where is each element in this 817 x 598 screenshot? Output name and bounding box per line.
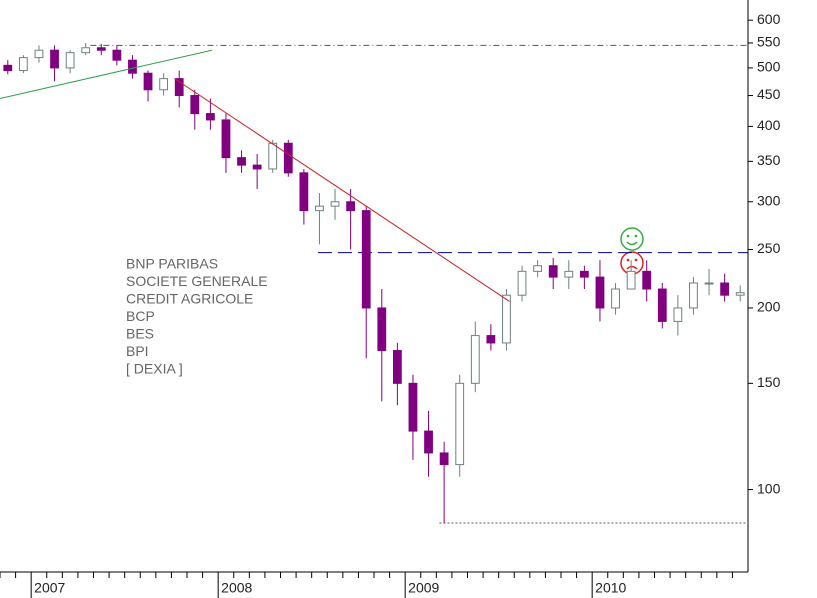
y-tick-label: 350 <box>757 152 781 168</box>
candle-body <box>486 335 496 344</box>
candle-body <box>330 201 340 207</box>
candle-body <box>252 164 262 170</box>
smiley-happy <box>620 227 644 251</box>
candle-body <box>81 47 91 54</box>
candle-body <box>346 201 356 212</box>
candle-body <box>112 49 122 61</box>
candle-body <box>533 265 543 272</box>
trend-line <box>174 78 510 302</box>
x-tick-label: 2007 <box>34 580 65 596</box>
candle-body <box>564 270 574 278</box>
y-tick-label: 150 <box>757 374 781 390</box>
candle-body <box>704 282 714 285</box>
x-tick-label: 2009 <box>408 580 439 596</box>
candle-body <box>361 210 371 309</box>
x-tick-label: 2010 <box>595 580 626 596</box>
note: CREDIT AGRICOLE <box>126 291 253 307</box>
candle-body <box>268 142 278 170</box>
candle-body <box>283 142 293 174</box>
note: BPI <box>126 343 149 359</box>
x-tick-label: 2008 <box>221 580 252 596</box>
candle-body <box>611 288 620 309</box>
note: BES <box>126 326 154 342</box>
candle-body <box>65 52 75 69</box>
y-tick-label: 600 <box>757 11 781 27</box>
candle-body <box>18 57 28 72</box>
candle-body <box>626 270 636 290</box>
y-tick-label: 450 <box>757 86 781 102</box>
candle-body <box>502 294 511 344</box>
candle-body <box>143 72 153 91</box>
candle-body <box>190 95 200 115</box>
candle-body <box>237 157 246 166</box>
candle-body <box>579 270 589 278</box>
y-tick-label: 100 <box>757 480 781 496</box>
candle-body <box>642 270 652 290</box>
candle-body <box>720 282 730 296</box>
candle-body <box>408 382 418 432</box>
candle-body <box>34 49 44 59</box>
y-tick-label: 500 <box>757 59 781 75</box>
candle-body <box>174 78 184 97</box>
candle-body <box>657 288 667 322</box>
trend-line <box>0 49 213 99</box>
candle-body <box>735 292 745 296</box>
candle-body <box>455 382 465 466</box>
candle-body <box>315 205 324 212</box>
y-tick-label: 250 <box>757 240 781 256</box>
candle-body <box>159 78 169 91</box>
candle-body <box>128 59 137 74</box>
candle-body <box>392 350 402 384</box>
candle-body <box>3 64 13 72</box>
note: SOCIETE GENERALE <box>126 273 268 289</box>
y-tick-label: 550 <box>757 34 781 50</box>
candle-body <box>673 307 683 322</box>
candle-body <box>96 47 106 51</box>
y-tick-label: 400 <box>757 117 781 133</box>
candle-body <box>517 270 527 296</box>
candle-body <box>689 282 698 309</box>
candle-body <box>50 49 59 69</box>
candle-body <box>439 452 449 466</box>
note: BNP PARIBAS <box>126 256 218 272</box>
candle-body <box>205 113 215 121</box>
candle-body <box>377 307 387 352</box>
candle-body <box>470 335 480 384</box>
y-tick-label: 300 <box>757 192 781 208</box>
y-tick-label: 200 <box>757 299 781 315</box>
candle-body <box>548 265 558 278</box>
candle-body <box>424 430 433 454</box>
candle-body <box>299 172 309 212</box>
candle-body <box>595 276 605 309</box>
candle-body <box>221 119 231 159</box>
note: BCP <box>126 308 155 324</box>
smiley-sad <box>620 251 644 275</box>
note: [ DEXIA ] <box>126 361 183 377</box>
